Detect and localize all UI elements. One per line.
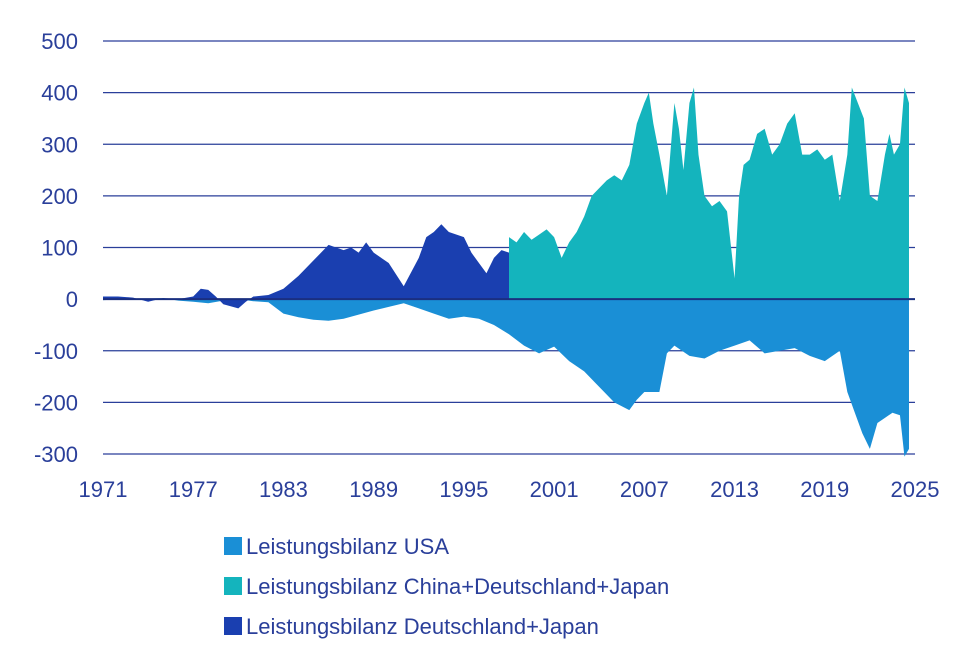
legend-swatch: [224, 617, 242, 635]
legend-swatch: [224, 577, 242, 595]
y-tick-label: 400: [41, 81, 78, 106]
x-tick-label: 2013: [710, 477, 759, 502]
legend-label: Leistungsbilanz USA: [246, 534, 449, 559]
y-tick-label: -100: [34, 339, 78, 364]
y-tick-label: 200: [41, 184, 78, 209]
x-tick-label: 2025: [891, 477, 940, 502]
x-axis-tick-labels: 1971 1977 1983 1989 1995 2001 2007 2013 2019 2025: [79, 477, 940, 502]
x-tick-label: 2001: [530, 477, 579, 502]
x-tick-label: 1977: [169, 477, 218, 502]
y-tick-label: 100: [41, 236, 78, 261]
legend-swatch: [224, 537, 242, 555]
series-area-3: [103, 224, 509, 309]
legend: Leistungsbilanz USA Leistungsbilanz China…: [224, 534, 669, 639]
series-areas: [103, 87, 909, 457]
legend-label: Leistungsbilanz China+Deutschland+Japan: [246, 574, 669, 599]
y-tick-label: -300: [34, 442, 78, 467]
x-tick-label: 1983: [259, 477, 308, 502]
y-tick-label: 500: [41, 29, 78, 54]
y-tick-label: -200: [34, 390, 78, 415]
y-tick-label: 0: [66, 287, 78, 312]
series-area-1: [103, 298, 909, 457]
x-tick-label: 1989: [349, 477, 398, 502]
series-area-2: [509, 87, 909, 300]
x-tick-label: 2019: [800, 477, 849, 502]
x-tick-label: 1995: [439, 477, 488, 502]
y-tick-label: 300: [41, 132, 78, 157]
y-axis-tick-labels: 500 400 300 200 100 0 -100 -200 -300: [34, 29, 78, 467]
legend-label: Leistungsbilanz Deutschland+Japan: [246, 614, 599, 639]
x-tick-label: 1971: [79, 477, 128, 502]
x-tick-label: 2007: [620, 477, 669, 502]
